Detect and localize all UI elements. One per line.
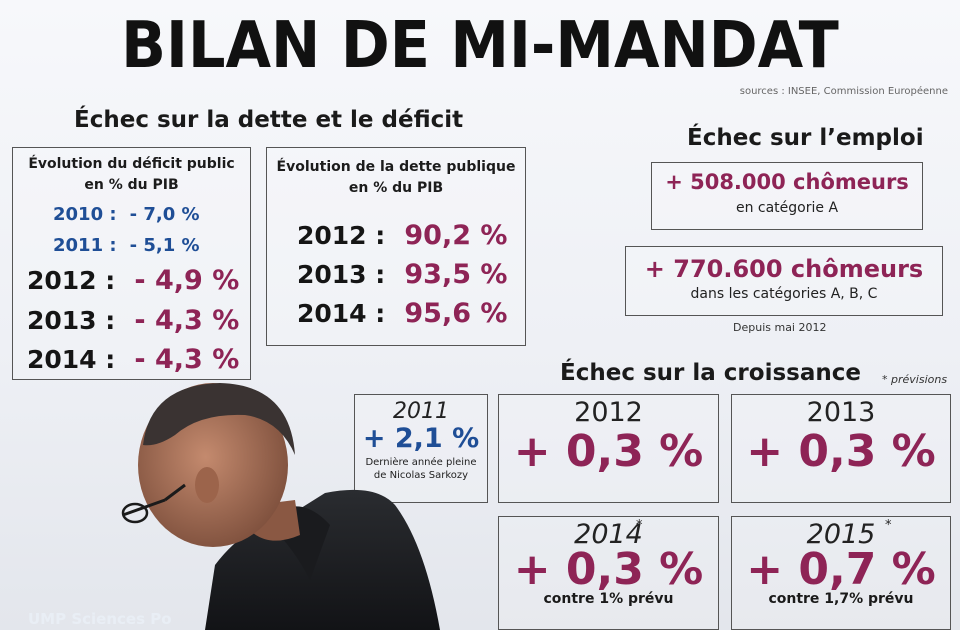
deficit-year: 2010 : — [53, 204, 117, 225]
emploi-box-a-sub: en catégorie A — [735, 200, 839, 216]
croissance-year-2015: 2015 — [806, 519, 876, 550]
croissance-value-2013: + 0,3 % — [746, 426, 936, 477]
deficit-value: - 7,0 % — [129, 204, 200, 225]
croissance-box-2015: 2015 * + 0,7 % contre 1,7% prévu — [731, 516, 951, 630]
deficit-row: 2011 : - 5,1 % — [53, 235, 200, 256]
croissance-year-2011: 2011 — [393, 399, 449, 424]
emploi-box-abc-main: + 770.600 chômeurs — [644, 255, 924, 283]
croissance-note-2011-2: de Nicolas Sarkozy — [373, 470, 469, 481]
deficit-value: - 4,3 % — [134, 344, 240, 375]
croissance-note-2011-1: Dernière année pleine — [365, 457, 477, 468]
croissance-year-2014: 2014 — [574, 519, 643, 550]
dette-year: 2012 : — [297, 221, 386, 250]
croissance-year-2012: 2012 — [574, 397, 643, 428]
deficit-value: - 4,3 % — [134, 305, 240, 336]
dette-heading-2: en % du PIB — [348, 180, 444, 196]
deficit-year: 2012 : — [27, 266, 116, 295]
deficit-year: 2011 : — [53, 235, 117, 256]
croissance-value-2012: + 0,3 % — [513, 426, 704, 477]
croissance-note-2014: contre 1% prévu — [543, 591, 674, 607]
dette-year: 2013 : — [297, 260, 386, 289]
prevision-star: * — [636, 518, 643, 533]
croissance-box-2011: 2011 + 2,1 % Dernière année pleine de Ni… — [354, 394, 488, 503]
croissance-box-2012: 2012 + 0,3 % — [498, 394, 719, 503]
deficit-row: 2010 : - 7,0 % — [53, 204, 200, 225]
croissance-box-2014: 2014 * + 0,3 % contre 1% prévu — [498, 516, 719, 630]
deficit-year: 2014 : — [27, 345, 116, 374]
emploi-note: Depuis mai 2012 — [733, 321, 827, 334]
croissance-value-2015: + 0,7 % — [746, 544, 936, 595]
emploi-section-title: Échec sur l’emploi — [687, 125, 924, 151]
watermark: UMP Sciences Po — [28, 610, 172, 628]
croissance-box-2013: 2013 + 0,3 % — [731, 394, 951, 503]
deficit-year: 2013 : — [27, 306, 116, 335]
croissance-note-2015: contre 1,7% prévu — [768, 591, 914, 607]
croissance-value-2011: + 2,1 % — [362, 423, 480, 454]
deficit-row: 2014 : - 4,3 % — [27, 344, 239, 375]
dette-row: 2014 : 95,6 % — [297, 298, 507, 329]
deficit-box: Évolution du déficit public en % du PIB … — [12, 147, 251, 380]
deficit-row: 2012 : - 4,9 % — [27, 265, 239, 296]
dette-value: 93,5 % — [404, 259, 508, 290]
dette-value: 95,6 % — [404, 298, 508, 329]
deficit-value: - 5,1 % — [129, 235, 200, 256]
page-title: BILAN DE MI-MANDAT — [121, 9, 839, 83]
previsions-note: * prévisions — [882, 373, 948, 386]
dette-row: 2013 : 93,5 % — [297, 259, 507, 290]
croissance-section-title: Échec sur la croissance — [560, 360, 861, 386]
emploi-box-abc: + 770.600 chômeurs dans les catégories A… — [625, 246, 943, 316]
emploi-box-abc-sub: dans les catégories A, B, C — [690, 286, 878, 302]
dette-value: 90,2 % — [404, 220, 508, 251]
deficit-value: - 4,9 % — [134, 265, 240, 296]
sources-note: sources : INSEE, Commission Européenne — [739, 86, 948, 97]
croissance-year-2013: 2013 — [806, 397, 876, 428]
dette-box: Évolution de la dette publique en % du P… — [266, 147, 526, 346]
emploi-box-a: + 508.000 chômeurs en catégorie A — [651, 162, 923, 230]
deficit-heading-1: Évolution du déficit public — [28, 156, 235, 172]
dette-row: 2012 : 90,2 % — [297, 220, 507, 251]
prevision-star: * — [885, 518, 892, 533]
deficit-row: 2013 : - 4,3 % — [27, 305, 239, 336]
dette-year: 2014 : — [297, 299, 386, 328]
deficit-heading-2: en % du PIB — [84, 177, 179, 193]
emploi-box-a-main: + 508.000 chômeurs — [665, 170, 909, 194]
croissance-value-2014: + 0,3 % — [513, 544, 704, 595]
dette-heading-1: Évolution de la dette publique — [276, 159, 516, 175]
person-photo — [121, 383, 440, 630]
dette-section-title: Échec sur la dette et le déficit — [74, 107, 464, 133]
